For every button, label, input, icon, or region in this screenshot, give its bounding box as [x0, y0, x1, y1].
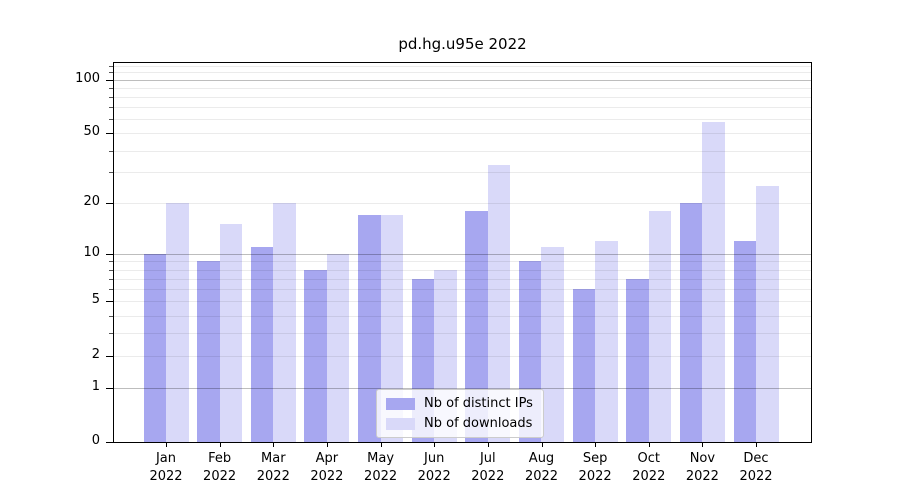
bar-nb-of-distinct-ips-may-2022	[358, 215, 381, 442]
bar-nb-of-distinct-ips-jan-2022	[143, 253, 166, 442]
bar-nb-of-downloads-may-2022	[380, 215, 404, 442]
bar-nb-of-downloads-nov-2022	[702, 121, 725, 442]
y-minortick-3	[109, 333, 113, 335]
y-minortick-9	[109, 261, 113, 263]
y-minortick-30	[109, 172, 113, 174]
bar-nb-of-distinct-ips-dec-2022	[733, 240, 757, 442]
y-tick-label-2: 2	[91, 346, 100, 362]
x-tick-label-feb-2022: Feb 2022	[203, 451, 237, 484]
plot-area: Nb of distinct IPs Nb of downloads	[113, 62, 812, 443]
x-tick-aug-2022	[541, 443, 543, 447]
x-tick-label-jun-2022: Jun 2022	[417, 451, 451, 484]
bar-nb-of-downloads-apr-2022	[326, 253, 350, 442]
y-tick-100	[106, 79, 113, 81]
legend-label: Nb of distinct IPs	[424, 396, 533, 411]
x-tick-label-dec-2022: Dec 2022	[739, 451, 773, 484]
bar-nb-of-downloads-dec-2022	[756, 186, 779, 442]
y-tick-50	[106, 133, 113, 135]
y-tick-label-20: 20	[83, 194, 100, 209]
y-tick-label-50: 50	[83, 124, 100, 140]
legend-swatch	[386, 417, 415, 430]
x-tick-jan-2022	[166, 443, 167, 447]
y-minortick-90	[109, 87, 113, 89]
y-tick-5	[106, 301, 113, 303]
y-tick-label-10: 10	[83, 244, 100, 260]
x-tick-label-apr-2022: Apr 2022	[310, 451, 344, 484]
y-minortick-8	[109, 269, 113, 271]
y-tick-label-1: 1	[91, 378, 100, 394]
y-tick-1	[106, 387, 113, 389]
bar-nb-of-distinct-ips-feb-2022	[197, 261, 220, 442]
legend-item-nb-of-downloads: Nb of downloads	[386, 416, 533, 431]
bar-nb-of-distinct-ips-nov-2022	[679, 203, 703, 442]
x-tick-apr-2022	[326, 443, 328, 447]
y-minortick-120	[109, 65, 113, 67]
y-minortick-110	[109, 72, 113, 74]
y-tick-label-5: 5	[91, 292, 100, 308]
bar-nb-of-downloads-aug-2022	[541, 246, 564, 442]
bar-nb-of-distinct-ips-oct-2022	[626, 278, 649, 442]
x-tick-mar-2022	[273, 443, 275, 447]
bar-nb-of-downloads-feb-2022	[219, 224, 243, 442]
x-tick-oct-2022	[648, 443, 650, 447]
y-tick-10	[106, 253, 113, 255]
bar-nb-of-downloads-jan-2022	[166, 203, 189, 442]
y-minortick-80	[109, 97, 113, 99]
legend-item-nb-of-distinct-ips: Nb of distinct IPs	[386, 396, 533, 411]
x-tick-jul-2022	[487, 443, 489, 447]
y-tick-0	[106, 442, 113, 443]
x-tick-nov-2022	[702, 443, 704, 447]
bar-nb-of-distinct-ips-sep-2022	[572, 289, 596, 442]
y-minortick-60	[109, 119, 113, 121]
y-tick-label-100: 100	[75, 70, 100, 86]
x-tick-jun-2022	[434, 443, 436, 447]
y-minortick-6	[109, 289, 113, 291]
chart-title: pd.hg.u95e 2022	[398, 35, 527, 53]
y-minortick-7	[109, 278, 113, 280]
y-tick-20	[106, 203, 113, 204]
x-tick-label-mar-2022: Mar 2022	[256, 451, 290, 484]
bar-nb-of-distinct-ips-mar-2022	[250, 246, 274, 442]
y-minortick-70	[109, 107, 113, 109]
y-minortick-40	[109, 150, 113, 152]
x-tick-label-may-2022: May 2022	[364, 451, 398, 484]
x-tick-label-jul-2022: Jul 2022	[471, 451, 505, 484]
bar-nb-of-downloads-jul-2022	[487, 165, 511, 442]
x-tick-feb-2022	[219, 443, 221, 447]
bar-nb-of-distinct-ips-apr-2022	[304, 269, 327, 442]
x-tick-dec-2022	[756, 443, 757, 447]
bar-nb-of-downloads-sep-2022	[595, 240, 618, 442]
y-tick-2	[106, 355, 113, 357]
bar-nb-of-downloads-oct-2022	[648, 210, 672, 442]
legend-label: Nb of downloads	[424, 416, 533, 431]
x-tick-label-aug-2022: Aug 2022	[524, 451, 559, 484]
x-tick-sep-2022	[595, 443, 597, 447]
legend-swatch	[386, 397, 415, 410]
bars-layer	[114, 63, 811, 442]
bar-nb-of-downloads-mar-2022	[273, 203, 296, 442]
legend: Nb of distinct IPs Nb of downloads	[376, 389, 544, 438]
x-tick-may-2022	[380, 443, 382, 447]
x-tick-label-nov-2022: Nov 2022	[685, 451, 719, 484]
x-tick-label-jan-2022: Jan 2022	[149, 451, 183, 484]
x-tick-label-oct-2022: Oct 2022	[632, 451, 666, 484]
y-minortick-4	[109, 315, 113, 317]
x-tick-label-sep-2022: Sep 2022	[578, 451, 612, 484]
bar-nb-of-distinct-ips-jul-2022	[465, 210, 488, 442]
y-tick-label-0: 0	[91, 433, 100, 448]
